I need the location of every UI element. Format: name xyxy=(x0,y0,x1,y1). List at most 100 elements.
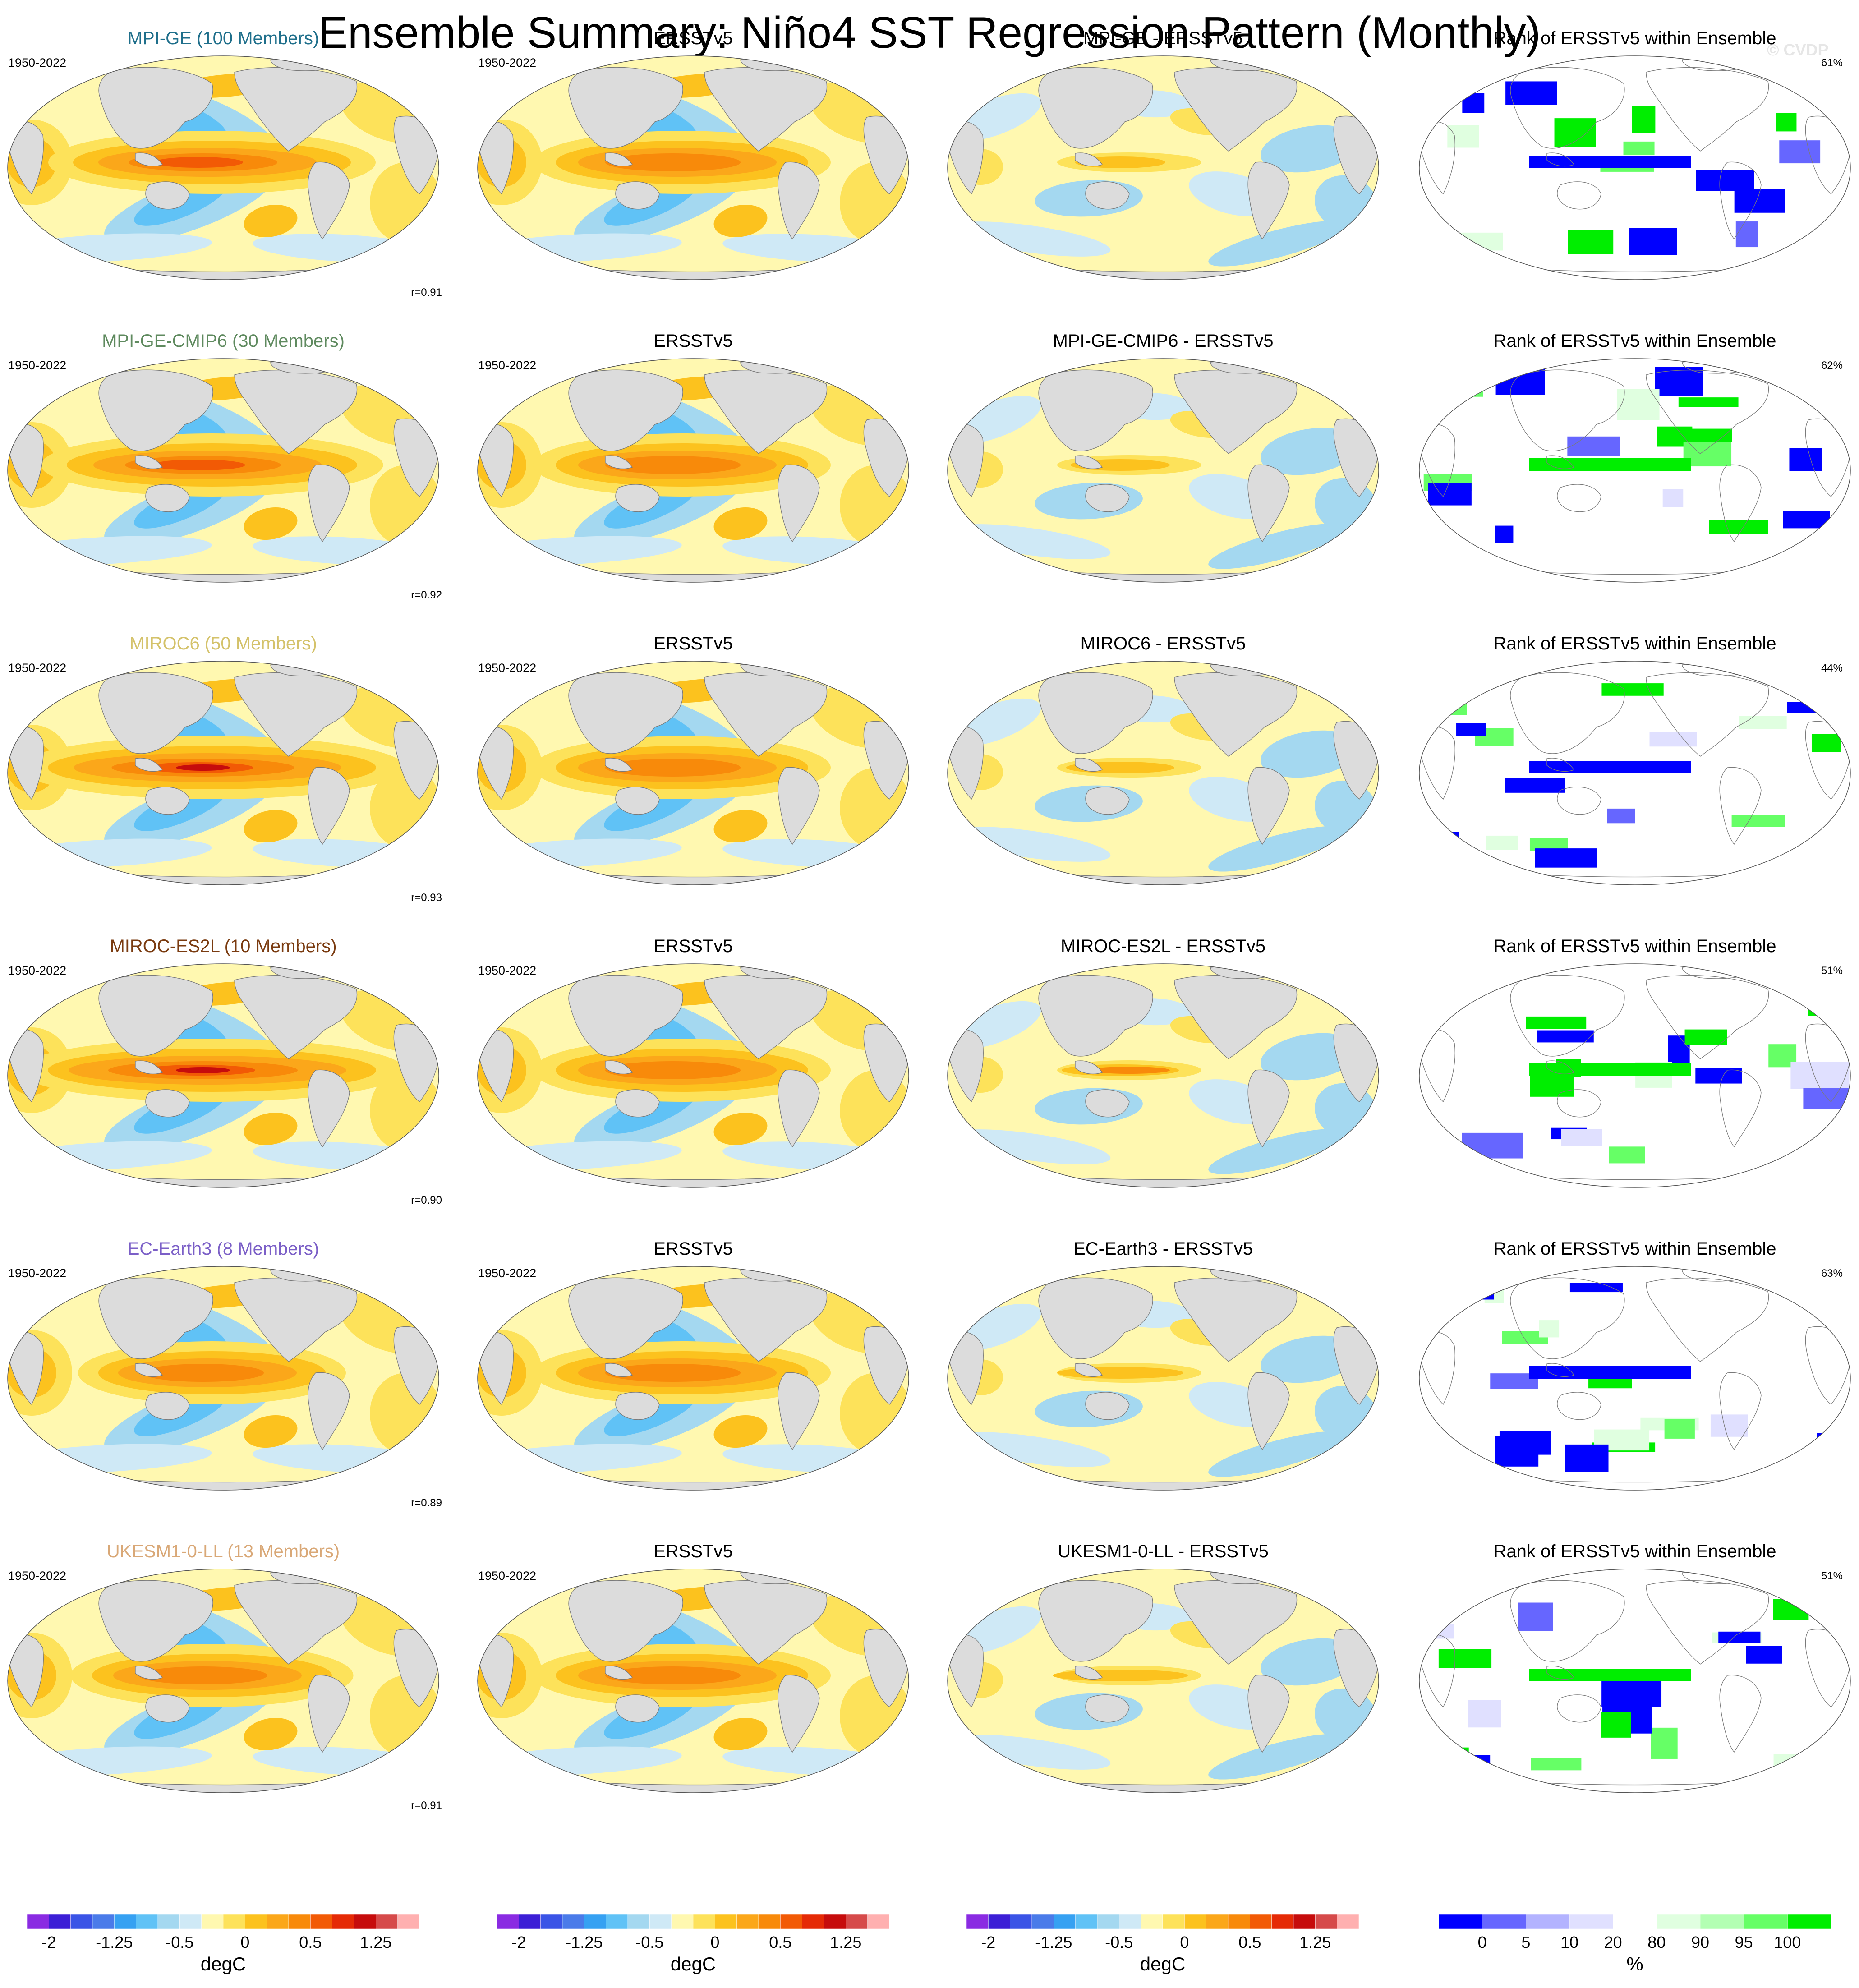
panel-title: Rank of ERSSTv5 within Ensemble xyxy=(1493,1239,1776,1259)
colorbar-swatch xyxy=(267,1914,289,1929)
page-title: Ensemble Summary: Niño4 SST Regression P… xyxy=(318,8,1541,57)
colorbar-swatch xyxy=(27,1914,49,1929)
land-mass xyxy=(1546,1363,1575,1377)
land-mass xyxy=(568,975,683,1057)
rank-patch xyxy=(1790,1062,1850,1089)
land-mass xyxy=(1719,161,1762,240)
colorbar-tick-label: 5 xyxy=(1521,1933,1530,1951)
land-mass xyxy=(615,1694,660,1723)
land-mass xyxy=(479,1634,514,1708)
map-border xyxy=(7,1266,439,1491)
colorbar-swatch xyxy=(497,1914,519,1929)
map-panel-rank: Rank of ERSSTv5 within Ensemble 63% xyxy=(1412,1238,1858,1540)
panel-title: Rank of ERSSTv5 within Ensemble xyxy=(1493,936,1776,956)
robinson-map xyxy=(1412,352,1858,587)
map-svg xyxy=(7,358,439,583)
land-mass xyxy=(948,1634,984,1708)
colorbar-swatch xyxy=(1337,1914,1359,1929)
robinson-map xyxy=(470,957,916,1192)
rank-patch xyxy=(1664,1419,1695,1439)
colorbar-swatch xyxy=(1613,1914,1657,1929)
map-panel-rank: Rank of ERSSTv5 within Ensemble 61% xyxy=(1412,27,1858,329)
land-mass xyxy=(1420,424,1455,497)
land-mass xyxy=(135,1060,163,1075)
land-mass xyxy=(605,152,633,167)
map-panel-obs: ERSSTv5 1950-2022 xyxy=(470,27,916,329)
rank-patch xyxy=(1565,1444,1609,1472)
colorbar-rank-svg: 0 5 10 20 80 90 95 100% xyxy=(1439,1914,1831,1974)
colorbar-tick-label: 0.5 xyxy=(769,1933,791,1951)
land-mass xyxy=(568,1580,683,1662)
field-contour xyxy=(605,759,741,777)
rank-patch xyxy=(1632,106,1656,133)
land-mass xyxy=(1085,1694,1130,1723)
land-mass xyxy=(615,181,660,210)
robinson-map xyxy=(940,957,1386,1192)
colorbar-swatch xyxy=(606,1914,628,1929)
colorbar-swatch xyxy=(988,1914,1010,1929)
map-svg xyxy=(947,358,1379,583)
rank-patch xyxy=(1456,723,1486,736)
rank-patch xyxy=(1623,141,1655,156)
colorbar-swatch xyxy=(824,1914,846,1929)
rank-patch xyxy=(1440,1755,1491,1783)
land-mass xyxy=(1247,767,1290,845)
land-mass xyxy=(98,369,213,451)
field-contour xyxy=(1208,1431,1348,1477)
colorbar-tick-label: 0 xyxy=(1478,1933,1487,1951)
field-contour xyxy=(605,1061,741,1079)
rank-patch xyxy=(1695,1068,1742,1084)
land-mass xyxy=(1247,1372,1290,1450)
rank-patch xyxy=(1804,843,1849,856)
map-svg xyxy=(947,1266,1379,1491)
colorbar-swatch xyxy=(49,1914,71,1929)
map-panel-diff: UKESM1-0-LL - ERSSTv5 xyxy=(940,1540,1386,1842)
field-contour xyxy=(949,524,1111,559)
colorbar-swatch xyxy=(627,1914,650,1929)
map-svg xyxy=(947,963,1379,1188)
rank-patch xyxy=(1678,397,1739,407)
field-contour xyxy=(713,204,768,238)
period-label: 1950-2022 xyxy=(478,1266,537,1280)
land-mass xyxy=(1719,767,1762,845)
land-mass xyxy=(1557,787,1601,815)
land-mass xyxy=(1546,1666,1575,1680)
colorbar-swatch xyxy=(1119,1914,1141,1929)
rank-patch xyxy=(1811,734,1841,752)
rank-patch xyxy=(1607,808,1635,824)
field-contour xyxy=(949,1432,1111,1467)
land-mass xyxy=(568,1277,683,1359)
map-border xyxy=(7,661,439,885)
rank-patch xyxy=(1684,1029,1727,1045)
panel-title: Rank of ERSSTv5 within Ensemble xyxy=(1493,634,1776,653)
rank-patch xyxy=(1529,1669,1691,1681)
period-label: 1950-2022 xyxy=(478,964,537,977)
rank-patch xyxy=(1808,1003,1842,1016)
land-mass xyxy=(135,152,163,167)
map-panel-diff: EC-Earth3 - ERSSTv5 xyxy=(940,1238,1386,1540)
map-panel-model: MIROC6 (50 Members) 1950-2022 r=0.93 xyxy=(0,632,446,934)
rank-patch xyxy=(1447,125,1479,148)
colorbar-diff: -2-1.25-0.500.51.252degC xyxy=(966,1914,1359,1978)
colorbar-swatch xyxy=(1744,1914,1788,1929)
rank-patch xyxy=(1421,832,1459,846)
rank-patch xyxy=(1463,1288,1495,1300)
land-mass xyxy=(1075,455,1103,469)
land-mass xyxy=(479,424,514,497)
period-label: 1950-2022 xyxy=(8,1266,67,1280)
colorbar-tick-label: -2 xyxy=(511,1933,526,1951)
rank-patch xyxy=(1531,1758,1582,1771)
colorbar-tick-label: -0.5 xyxy=(1105,1933,1133,1951)
robinson-map xyxy=(1412,1260,1858,1495)
colorbar-swatch xyxy=(1141,1914,1163,1929)
rank-patch xyxy=(1629,228,1677,255)
rank-patch xyxy=(1529,458,1691,471)
panel-title: ERSSTv5 xyxy=(653,1542,733,1561)
colorbar-swatch xyxy=(92,1914,115,1929)
land-mass xyxy=(1420,1332,1455,1405)
robinson-map xyxy=(0,352,446,587)
period-label: 1950-2022 xyxy=(8,56,67,69)
robinson-map xyxy=(470,50,916,284)
land-mass xyxy=(778,767,820,845)
field-contour xyxy=(1053,1670,1188,1681)
